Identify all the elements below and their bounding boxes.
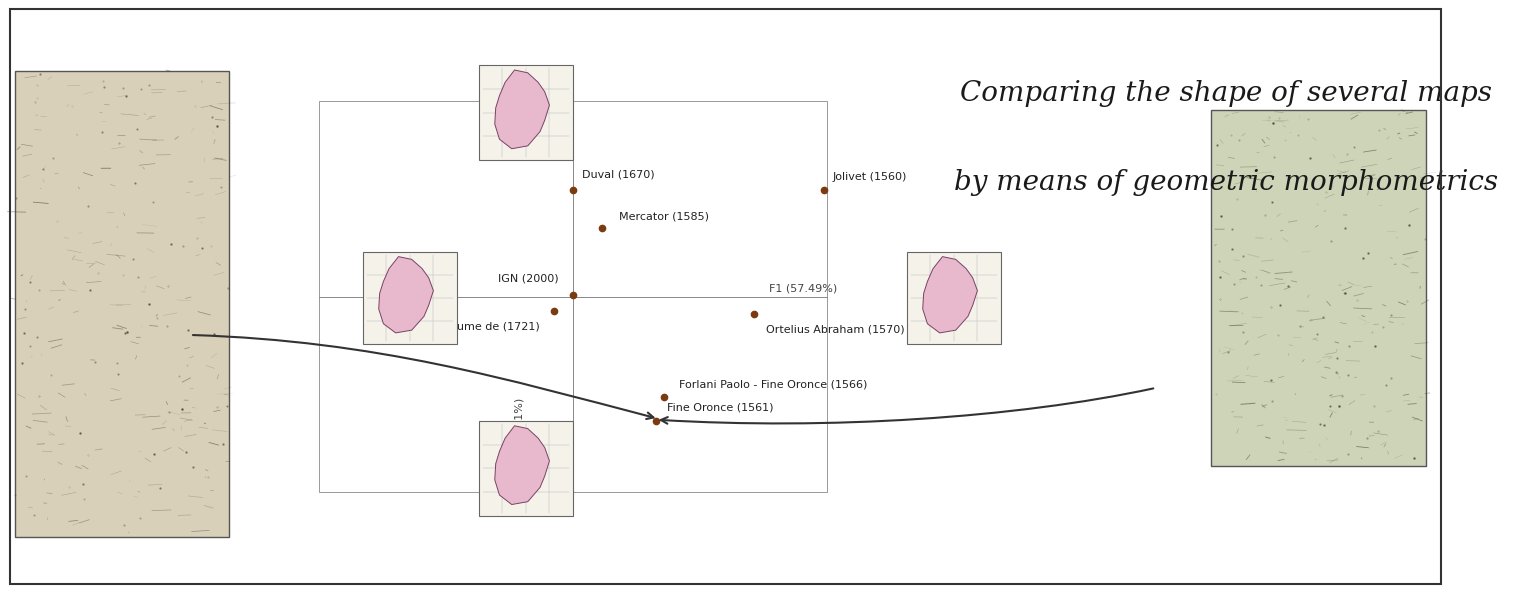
FancyArrowPatch shape: [192, 335, 654, 419]
Bar: [478, 65, 574, 160]
Text: Fine Oronce (1561): Fine Oronce (1561): [667, 403, 774, 413]
FancyArrowPatch shape: [661, 388, 1154, 424]
Polygon shape: [495, 70, 549, 149]
Text: L'Isle Guillaume de (1721): L'Isle Guillaume de (1721): [392, 321, 540, 331]
Text: by means of geometric morphometrics: by means of geometric morphometrics: [954, 168, 1498, 196]
Text: F2 (26.41%): F2 (26.41%): [514, 397, 524, 466]
Bar: [363, 252, 457, 344]
Text: Duval (1670): Duval (1670): [581, 170, 654, 180]
Text: F1 (57.49%): F1 (57.49%): [769, 283, 837, 294]
Bar: [320, 101, 827, 492]
Text: Comparing the shape of several maps: Comparing the shape of several maps: [960, 79, 1492, 107]
Bar: [1212, 110, 1426, 466]
Text: Ortelius Abraham (1570): Ortelius Abraham (1570): [766, 324, 904, 334]
Polygon shape: [378, 257, 434, 333]
Bar: [478, 421, 574, 516]
Polygon shape: [923, 257, 978, 333]
Bar: [907, 252, 1001, 344]
Text: IGN (2000): IGN (2000): [498, 273, 558, 283]
Text: Jolivet (1560): Jolivet (1560): [832, 172, 907, 181]
Polygon shape: [495, 426, 549, 505]
Text: Mercator (1585): Mercator (1585): [620, 212, 709, 221]
Text: Forlani Paolo - Fine Oronce (1566): Forlani Paolo - Fine Oronce (1566): [678, 380, 867, 389]
Bar: [14, 71, 229, 537]
